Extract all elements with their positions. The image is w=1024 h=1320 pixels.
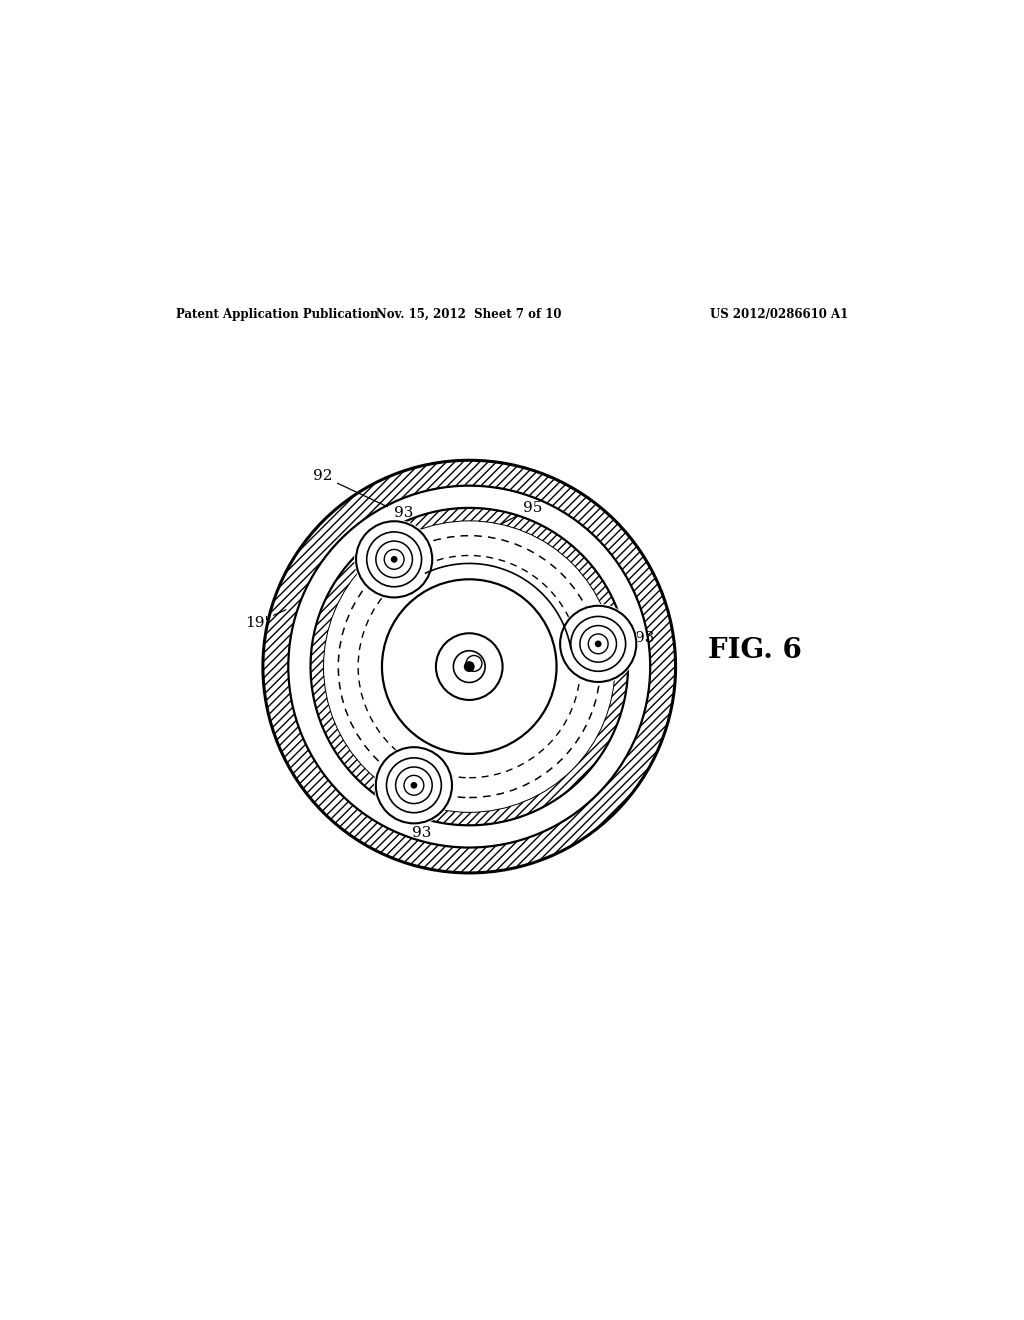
Circle shape [310, 508, 628, 825]
Circle shape [374, 746, 454, 825]
Text: Nov. 15, 2012  Sheet 7 of 10: Nov. 15, 2012 Sheet 7 of 10 [377, 308, 562, 321]
Text: 93: 93 [412, 826, 431, 840]
Circle shape [382, 579, 557, 754]
Text: US 2012/0286610 A1: US 2012/0286610 A1 [710, 308, 848, 321]
Circle shape [263, 461, 676, 873]
Text: 93: 93 [635, 631, 654, 644]
Text: FIG. 6: FIG. 6 [708, 638, 802, 664]
Text: Patent Application Publication: Patent Application Publication [176, 308, 378, 321]
Text: 92: 92 [312, 469, 387, 507]
Circle shape [596, 642, 601, 647]
Circle shape [558, 603, 638, 684]
Text: 93: 93 [394, 507, 414, 520]
Circle shape [391, 557, 397, 562]
Circle shape [324, 521, 614, 812]
Circle shape [354, 519, 434, 599]
Circle shape [465, 661, 474, 672]
Text: 95: 95 [500, 500, 543, 525]
Circle shape [436, 634, 503, 700]
Text: 19': 19' [245, 610, 286, 630]
Circle shape [412, 783, 417, 788]
Text: 98: 98 [460, 624, 479, 663]
